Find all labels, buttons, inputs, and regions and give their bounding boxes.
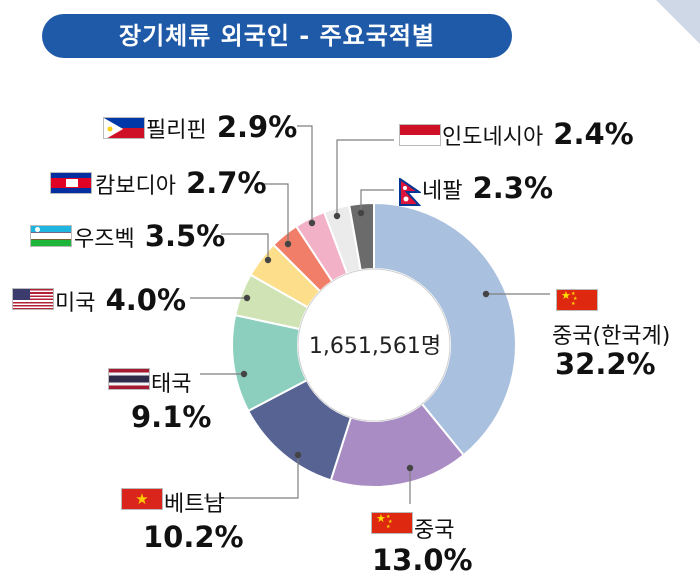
slice-pct-6: 2.7% — [175, 166, 267, 200]
slice-name-7: 필리핀 — [146, 118, 207, 143]
leader-dot-8 — [333, 212, 341, 220]
slice-name-2-wrap: 베트남 — [164, 486, 225, 518]
leader-dot-7 — [308, 219, 316, 227]
uzbekistan-flag-icon — [30, 225, 72, 247]
slice-name-1: 중국 — [414, 518, 455, 543]
slice-name-0: 중국(한국계) — [552, 324, 671, 349]
leader-line-5 — [221, 233, 269, 260]
vietnam-flag-icon: ★ — [121, 488, 163, 510]
page-title: 장기체류 외국인 - 주요국적별 — [42, 14, 512, 58]
leader-dot-0 — [482, 290, 490, 298]
slice-name-0-wrap: 중국(한국계) — [552, 318, 670, 350]
leader-line-6 — [262, 183, 289, 244]
slice-pct-1: 13.0% — [372, 543, 473, 577]
indonesia-flag-icon — [399, 124, 441, 146]
leader-line-7 — [297, 125, 313, 223]
philippines-flag-icon — [103, 117, 145, 139]
leader-dot-5 — [264, 256, 272, 264]
slice-name-8: 인도네시아 — [442, 125, 544, 150]
slice-name-4: 미국 — [55, 291, 96, 316]
slice-name-2: 베트남 — [164, 492, 225, 517]
leader-dot-2 — [294, 451, 302, 459]
slice-pct-3: 9.1% — [131, 400, 212, 434]
donut-hole — [297, 268, 451, 422]
slice-label-9: 네팔 2.3% — [422, 171, 553, 205]
slice-name-6: 캄보디아 — [95, 174, 176, 199]
leader-dot-9 — [357, 209, 365, 217]
slice-pct-2-wrap: 10.2% — [143, 520, 244, 554]
slice-label-7: 필리핀 2.9% — [146, 110, 297, 144]
slice-name-1-wrap: 중국 — [414, 512, 454, 544]
slice-pct-0-wrap: 32.2% — [555, 347, 656, 381]
slice-name-3-wrap: 태국 — [151, 366, 191, 398]
slice-pct-2: 10.2% — [143, 520, 244, 554]
leader-line-9 — [360, 189, 394, 213]
slice-name-3: 태국 — [151, 372, 192, 397]
corner-decoration — [656, 0, 700, 44]
leader-line-8 — [336, 139, 394, 216]
thailand-flag-icon — [108, 368, 150, 390]
slice-label-5: 우즈벡 3.5% — [74, 219, 225, 253]
slice-pct-3-wrap: 9.1% — [131, 400, 211, 434]
slice-label-4: 미국 4.0% — [55, 283, 186, 317]
leader-dot-1 — [406, 464, 414, 472]
slice-label-6: 캄보디아 2.7% — [95, 166, 267, 200]
slice-label-8: 인도네시아 2.4% — [442, 117, 634, 151]
nepal-flag-icon — [399, 178, 421, 206]
total-count: 1,651,561명 — [308, 334, 442, 359]
slice-pct-0: 32.2% — [555, 347, 656, 381]
usa-flag-icon — [12, 288, 54, 310]
china-flag-icon: ★ ★ ★ ★ — [556, 289, 598, 311]
slice-pct-1-wrap: 13.0% — [372, 543, 473, 577]
slice-pct-8: 2.4% — [543, 117, 634, 151]
slice-pct-4: 4.0% — [95, 283, 187, 317]
slice-pct-9: 2.3% — [462, 171, 554, 205]
leader-dot-6 — [284, 240, 292, 248]
leader-dot-3 — [240, 370, 248, 378]
cambodia-flag-icon — [50, 172, 92, 194]
leader-line-2 — [204, 455, 299, 499]
slice-name-9: 네팔 — [422, 179, 463, 204]
china-flag-icon: ★ ★ ★ ★ — [371, 512, 413, 534]
slice-pct-5: 3.5% — [134, 219, 226, 253]
slice-name-5: 우즈벡 — [74, 227, 135, 252]
slice-pct-7: 2.9% — [206, 110, 298, 144]
leader-dot-4 — [243, 294, 251, 302]
